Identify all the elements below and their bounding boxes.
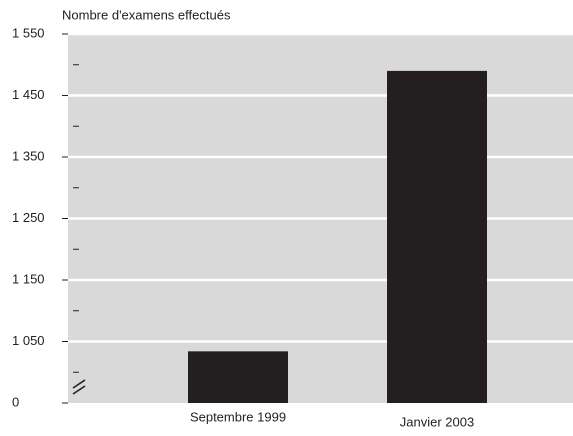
bar — [387, 70, 487, 404]
y-tick-label: 1 350 — [12, 148, 45, 163]
x-tick-label: Janvier 2003 — [400, 414, 474, 429]
axis-break — [72, 379, 86, 395]
y-axis-label: Nombre d'examens effectués — [62, 7, 231, 22]
y-tick-label: 1 050 — [12, 333, 45, 348]
grid — [68, 32, 573, 343]
y-axis: 0 1 050 1 150 1 250 1 350 1 450 1 550 — [12, 25, 79, 409]
y-tick-label: 1 550 — [12, 25, 45, 40]
x-tick-label: Septembre 1999 — [190, 409, 286, 424]
bar — [188, 351, 288, 403]
y-tick-label: 0 — [12, 394, 19, 409]
break-mark — [72, 385, 86, 395]
break-mark — [72, 379, 86, 389]
bars — [188, 70, 487, 404]
y-tick-label: 1 150 — [12, 271, 45, 286]
y-tick-label: 1 250 — [12, 210, 45, 225]
y-tick-label: 1 450 — [12, 87, 45, 102]
